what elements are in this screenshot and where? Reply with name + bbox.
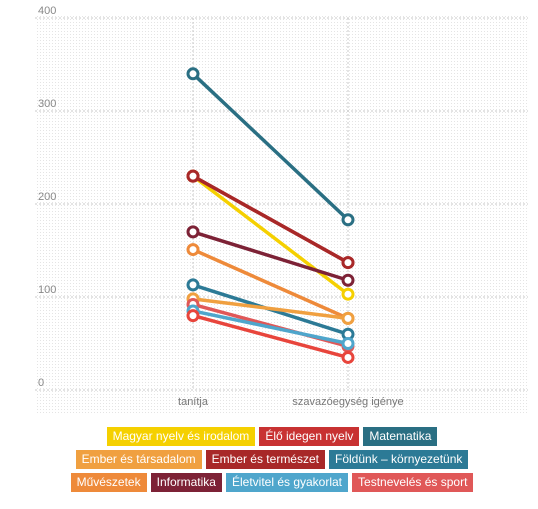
category-band [35, 390, 528, 414]
legend-row: Művészetek Informatika Életvitel és gyakor… [62, 473, 482, 492]
legend-item[interactable]: Életvitel és gyakorlat [225, 473, 349, 492]
y-axis-ticks: 0 100 200 300 400 [38, 5, 56, 389]
series-point[interactable] [341, 213, 355, 227]
series-line [191, 309, 350, 346]
x-category-label: tanítja [178, 396, 209, 408]
series-point[interactable] [341, 287, 355, 301]
series-point[interactable] [341, 256, 355, 270]
series-line [191, 297, 350, 321]
x-category-label: szavazóegység igénye [292, 396, 403, 408]
series-line [191, 174, 350, 296]
y-tick-label: 100 [38, 284, 56, 296]
series-point[interactable] [186, 225, 200, 239]
plot-background [35, 14, 528, 390]
series-point[interactable] [341, 273, 355, 287]
legend-item[interactable]: Művészetek [70, 473, 147, 492]
legend-row: Ember és társadalom Ember és természet Föl… [62, 450, 482, 469]
series-point[interactable] [341, 311, 355, 325]
series-line [191, 72, 350, 222]
legend-item[interactable]: Ember és társadalom [75, 450, 202, 469]
series-point[interactable] [186, 243, 200, 257]
legend-item[interactable]: Ember és természet [205, 450, 325, 469]
series-line [191, 174, 350, 265]
legend-item[interactable]: Élő idegen nyelv [259, 427, 360, 446]
series-points [186, 67, 355, 364]
legend-item[interactable]: Magyar nyelv és irodalom [106, 427, 256, 446]
x-axis-categories: tanítja szavazóegység igénye [178, 396, 404, 408]
legend-item[interactable]: Matematika [363, 427, 438, 446]
series-point[interactable] [186, 169, 200, 183]
series-line [191, 230, 350, 283]
slope-chart: 0 100 200 300 400 tanítja szavazóegység igény… [35, 5, 528, 414]
series-line [191, 247, 350, 321]
y-tick-label: 300 [38, 98, 56, 110]
series-point[interactable] [341, 350, 355, 364]
series-point[interactable] [186, 309, 200, 323]
series-lines [191, 72, 350, 360]
legend-row: Magyar nyelv és irodalom Élő idegen nyelv… [62, 427, 482, 446]
series-point[interactable] [186, 67, 200, 81]
y-tick-label: 0 [38, 377, 44, 389]
legend-item[interactable]: Informatika [150, 473, 222, 492]
legend: Magyar nyelv és irodalom Élő idegen nyelv… [62, 427, 482, 496]
series-point[interactable] [186, 278, 200, 292]
legend-item[interactable]: Testnevelés és sport [352, 473, 474, 492]
series-line [191, 313, 350, 360]
legend-item[interactable]: Földünk – környezetünk [329, 450, 469, 469]
y-tick-label: 400 [38, 5, 56, 17]
y-tick-label: 200 [38, 191, 56, 203]
series-point[interactable] [341, 337, 355, 350]
